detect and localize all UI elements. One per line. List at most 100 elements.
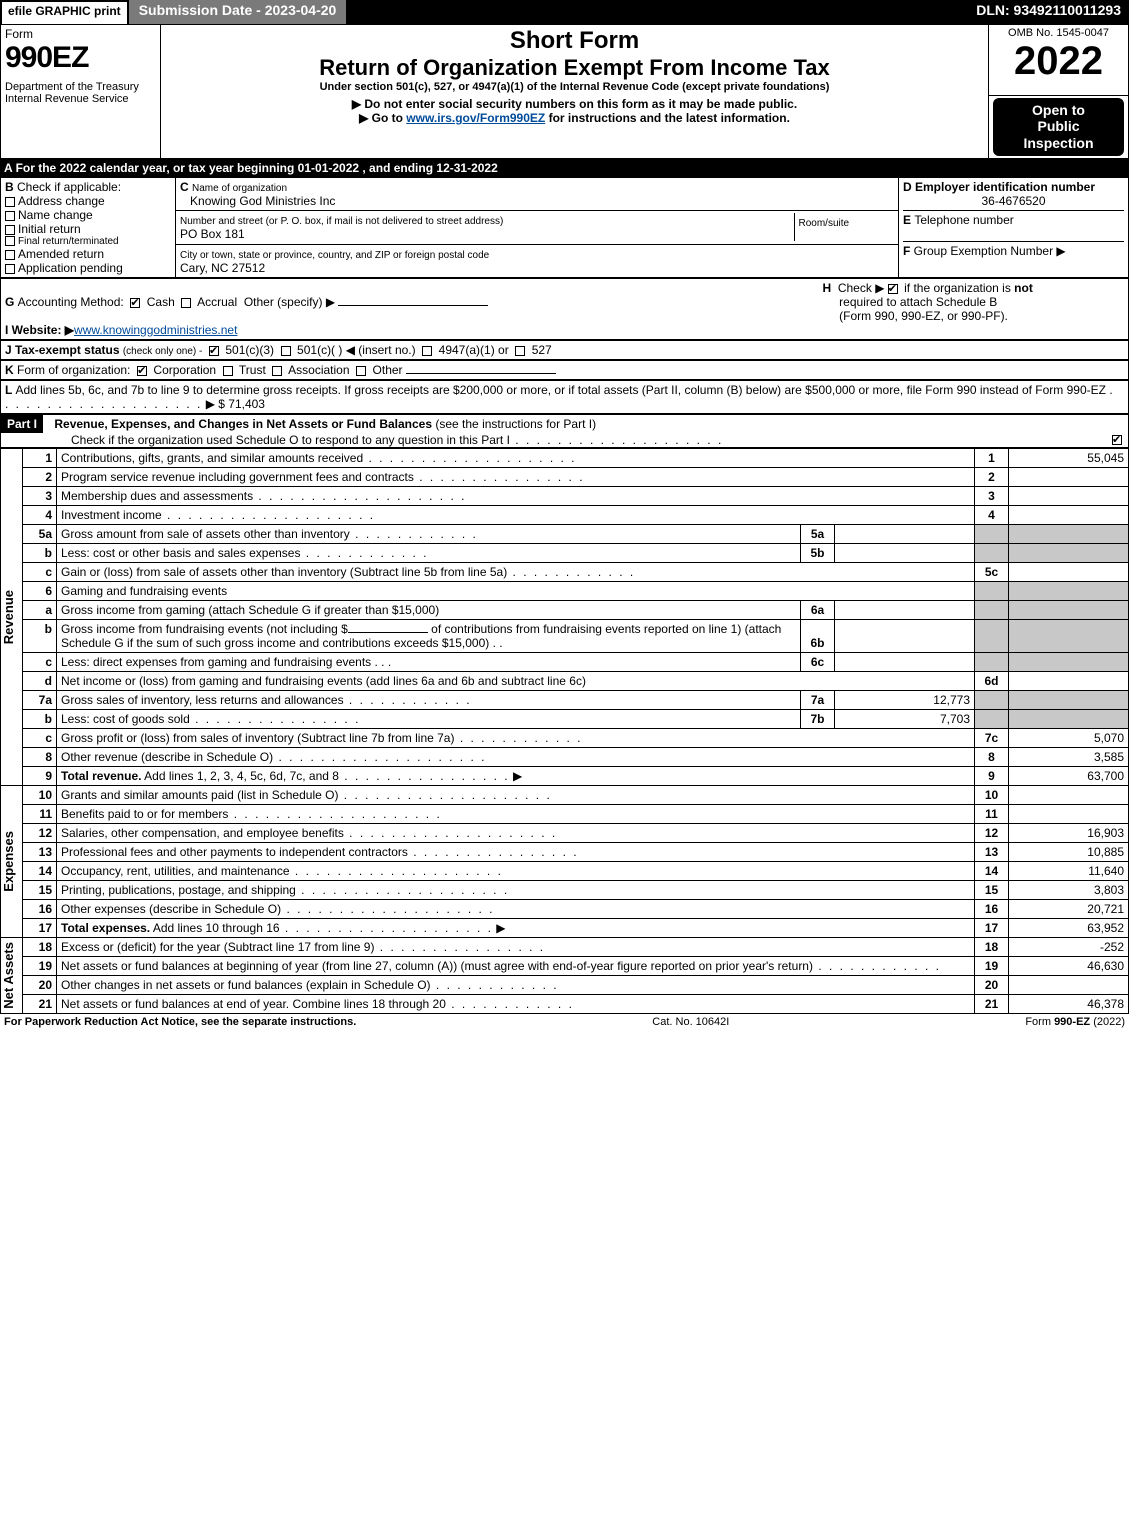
dept-treasury: Department of the Treasury <box>5 81 156 93</box>
line-9: 9 Total revenue. Add lines 1, 2, 3, 4, 5… <box>1 766 1129 785</box>
line-6b: b Gross income from fundraising events (… <box>1 619 1129 652</box>
chk-other-org[interactable] <box>356 366 366 376</box>
section-b: B Check if applicable: Address change Na… <box>1 177 176 277</box>
fundraising-blank[interactable] <box>348 632 428 633</box>
other-specify-line[interactable] <box>338 305 488 306</box>
room-label: Room/suite <box>799 218 850 229</box>
chk-trust[interactable] <box>223 366 233 376</box>
line-16: 16 Other expenses (describe in Schedule … <box>1 899 1129 918</box>
section-c-city: City or town, state or province, country… <box>176 244 899 277</box>
chk-schedule-o[interactable] <box>1112 435 1122 445</box>
omb-year-cell: OMB No. 1545-0047 2022 <box>989 25 1129 96</box>
chk-pending[interactable]: Application pending <box>5 261 171 275</box>
line-5b: b Less: cost or other basis and sales ex… <box>1 543 1129 562</box>
open-to-public-badge: Open to Public Inspection <box>993 98 1124 156</box>
section-j: J Tax-exempt status (check only one) - 5… <box>1 340 1129 359</box>
section-a-text: For the 2022 calendar year, or tax year … <box>16 161 498 175</box>
line-5c: c Gain or (loss) from sale of assets oth… <box>1 562 1129 581</box>
netassets-label-cell: Net Assets <box>1 937 23 1013</box>
website-link[interactable]: www.knowinggodministries.net <box>74 323 237 337</box>
open-line3: Inspection <box>997 135 1120 152</box>
f-label: Group Exemption Number <box>914 244 1053 258</box>
open-inspection-cell: Open to Public Inspection <box>989 95 1129 158</box>
l-text: Add lines 5b, 6c, and 7b to line 9 to de… <box>15 383 1106 397</box>
line-6d: d Net income or (loss) from gaming and f… <box>1 671 1129 690</box>
g-label: Accounting Method: <box>18 295 124 309</box>
l-table: L Add lines 5b, 6c, and 7b to line 9 to … <box>0 380 1129 414</box>
header-table: Form 990EZ Department of the Treasury In… <box>0 24 1129 159</box>
part-i-check: Check if the organization used Schedule … <box>1 433 510 447</box>
omb-number: OMB No. 1545-0047 <box>993 27 1124 39</box>
instr-goto-pre: ▶ Go to <box>359 111 406 125</box>
spacer <box>346 0 968 24</box>
chk-4947[interactable] <box>422 346 432 356</box>
line-6a: a Gross income from gaming (attach Sched… <box>1 600 1129 619</box>
chk-address[interactable]: Address change <box>5 194 171 208</box>
form-cell: Form 990EZ Department of the Treasury In… <box>1 25 161 159</box>
j-label: Tax-exempt status <box>15 343 119 357</box>
open-line2: Public <box>997 118 1120 135</box>
line-6c: c Less: direct expenses from gaming and … <box>1 652 1129 671</box>
chk-name[interactable]: Name change <box>5 208 171 222</box>
line-20: 20 Other changes in net assets or fund b… <box>1 975 1129 994</box>
submission-date: Submission Date - 2023-04-20 <box>129 0 347 24</box>
chk-501c[interactable] <box>281 346 291 356</box>
chk-initial[interactable]: Initial return <box>5 222 171 236</box>
section-g: G Accounting Method: Cash Accrual Other … <box>1 278 819 339</box>
k-table: K Form of organization: Corporation Trus… <box>0 360 1129 380</box>
footer-right: Form 990-EZ (2022) <box>1025 1016 1125 1028</box>
line-2: 2 Program service revenue including gove… <box>1 467 1129 486</box>
chk-accrual[interactable] <box>181 298 191 308</box>
line-7c: c Gross profit or (loss) from sales of i… <box>1 728 1129 747</box>
chk-501c3[interactable] <box>209 346 219 356</box>
section-a: A For the 2022 calendar year, or tax yea… <box>0 159 1129 177</box>
line-19: 19 Net assets or fund balances at beginn… <box>1 956 1129 975</box>
lines-table: Revenue 1 Contributions, gifts, grants, … <box>0 448 1129 1014</box>
chk-schedule-b[interactable] <box>888 284 898 294</box>
instr-goto-post: for instructions and the latest informat… <box>545 111 790 125</box>
top-bar: efile GRAPHIC print Submission Date - 20… <box>0 0 1129 24</box>
irs-link[interactable]: www.irs.gov/Form990EZ <box>406 111 545 125</box>
part-i-paren: (see the instructions for Part I) <box>435 417 596 431</box>
j-sub: (check only one) - <box>123 346 202 357</box>
instructions-cell: ▶ Do not enter social security numbers o… <box>161 95 989 158</box>
street-value: PO Box 181 <box>180 227 245 241</box>
section-def: D Employer identification number 36-4676… <box>899 177 1129 277</box>
line-13: 13 Professional fees and other payments … <box>1 842 1129 861</box>
chk-cash[interactable] <box>130 298 140 308</box>
b-label: Check if applicable: <box>17 180 121 194</box>
line-8: 8 Other revenue (describe in Schedule O)… <box>1 747 1129 766</box>
gh-table: G Accounting Method: Cash Accrual Other … <box>0 278 1129 340</box>
chk-final[interactable]: Final return/terminated <box>5 236 171 247</box>
l-amount: $ 71,403 <box>218 397 265 411</box>
form-number: 990EZ <box>5 41 156 75</box>
street-label: Number and street (or P. O. box, if mail… <box>180 216 503 227</box>
line-6: 6 Gaming and fundraising events <box>1 581 1129 600</box>
expenses-label-cell: Expenses <box>1 785 23 937</box>
line-4: 4 Investment income 4 <box>1 505 1129 524</box>
revenue-label-cell: Revenue <box>1 448 23 785</box>
other-org-line[interactable] <box>406 373 556 374</box>
j-table: J Tax-exempt status (check only one) - 5… <box>0 340 1129 360</box>
f-arrow: ▶ <box>1056 244 1065 258</box>
chk-corp[interactable] <box>137 366 147 376</box>
line-21: 21 Net assets or fund balances at end of… <box>1 994 1129 1013</box>
instr-goto: ▶ Go to www.irs.gov/Form990EZ for instru… <box>165 111 984 125</box>
efile-label: efile GRAPHIC print <box>0 0 129 24</box>
chk-527[interactable] <box>515 346 525 356</box>
chk-assoc[interactable] <box>272 366 282 376</box>
dept-irs: Internal Revenue Service <box>5 93 156 105</box>
instr-ssn: ▶ Do not enter social security numbers o… <box>165 97 984 111</box>
line-1: Revenue 1 Contributions, gifts, grants, … <box>1 448 1129 467</box>
section-k: K Form of organization: Corporation Trus… <box>1 360 1129 379</box>
line-12: 12 Salaries, other compensation, and emp… <box>1 823 1129 842</box>
form-word: Form <box>5 27 156 41</box>
line-11: 11 Benefits paid to or for members 11 <box>1 804 1129 823</box>
org-name: Knowing God Ministries Inc <box>190 194 335 208</box>
title-cell: Short Form Return of Organization Exempt… <box>161 25 989 96</box>
line-15: 15 Printing, publications, postage, and … <box>1 880 1129 899</box>
open-line1: Open to <box>997 102 1120 119</box>
chk-amended[interactable]: Amended return <box>5 247 171 261</box>
footer-mid: Cat. No. 10642I <box>652 1016 729 1028</box>
part-i-label: Part I <box>1 415 43 433</box>
